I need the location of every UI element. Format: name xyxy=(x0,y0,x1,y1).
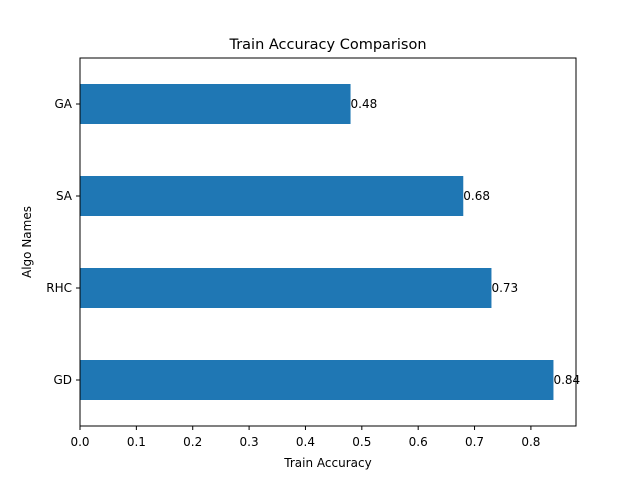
y-axis: GD RHC SA GA xyxy=(46,97,80,387)
x-axis: 0.0 0.1 0.2 0.3 0.4 0.5 0.6 0.7 0.8 xyxy=(70,426,540,449)
x-tick-label: 0.8 xyxy=(521,435,540,449)
value-label-rhc: 0.73 xyxy=(491,281,518,295)
value-label-gd: 0.84 xyxy=(553,373,580,387)
x-tick-label: 0.0 xyxy=(70,435,89,449)
bar-sa xyxy=(80,176,464,216)
y-tick-label-rhc: RHC xyxy=(46,281,72,295)
value-label-sa: 0.68 xyxy=(463,189,490,203)
bars-group xyxy=(80,84,554,400)
x-tick-label: 0.5 xyxy=(352,435,371,449)
x-tick-label: 0.7 xyxy=(465,435,484,449)
bar-ga xyxy=(80,84,351,124)
chart-title: Train Accuracy Comparison xyxy=(228,37,426,53)
x-axis-label: Train Accuracy xyxy=(283,456,371,470)
value-label-ga: 0.48 xyxy=(351,97,378,111)
bar-rhc xyxy=(80,268,492,308)
x-tick-label: 0.6 xyxy=(409,435,428,449)
bar-gd xyxy=(80,360,554,400)
x-tick-label: 0.3 xyxy=(240,435,259,449)
y-tick-label-sa: SA xyxy=(56,189,73,203)
y-axis-label: Algo Names xyxy=(20,206,34,278)
x-tick-label: 0.2 xyxy=(183,435,202,449)
x-tick-label: 0.4 xyxy=(296,435,315,449)
plot-frame xyxy=(79,57,577,427)
y-tick-label-ga: GA xyxy=(54,97,72,111)
y-tick-label-gd: GD xyxy=(53,373,72,387)
value-labels-group: 0.84 0.73 0.68 0.48 xyxy=(351,97,581,387)
x-tick-label: 0.1 xyxy=(127,435,146,449)
